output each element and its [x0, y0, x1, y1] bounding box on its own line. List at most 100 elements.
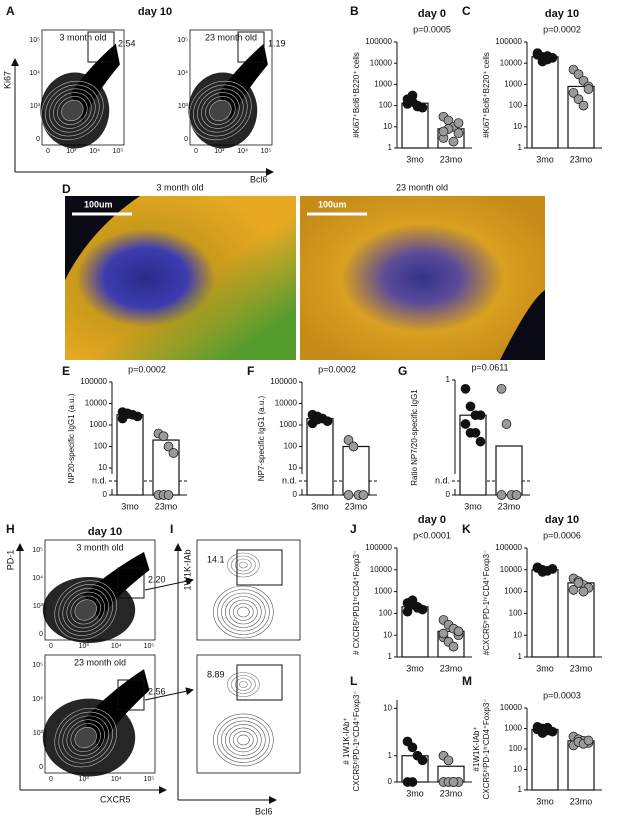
- contour: [74, 599, 97, 621]
- y-axis-label: NP7-specific IgG1 (a.u.): [257, 395, 266, 481]
- data-point: [438, 126, 449, 137]
- contour: [58, 711, 113, 764]
- data-point: [322, 416, 333, 427]
- y-tick-label: 1000: [279, 420, 297, 429]
- y-tick-label: 100000: [365, 37, 392, 46]
- data-point: [348, 441, 359, 452]
- y-tick-label: 10⁴: [29, 70, 40, 77]
- plot-label: 23 month old: [205, 32, 257, 42]
- panel-letter: G: [398, 364, 407, 378]
- y-tick-label: 0: [184, 136, 188, 143]
- contour: [70, 595, 101, 625]
- data-point: [407, 90, 418, 101]
- p-value: p=0.0002: [128, 364, 166, 374]
- y-tick-label: 1000: [504, 80, 522, 89]
- dots: [70, 43, 120, 122]
- panel-letter: I: [170, 522, 173, 536]
- data-point: [532, 48, 543, 58]
- gate: [237, 31, 265, 63]
- data-point: [448, 641, 459, 652]
- micrograph-edge: [500, 290, 545, 360]
- y-tick-label: 0: [446, 490, 451, 499]
- data-point: [168, 448, 179, 458]
- axis-label: Bcl6: [255, 806, 273, 816]
- p-value: p=0.0611: [471, 362, 508, 372]
- y-tick-label: 0: [36, 136, 40, 143]
- x-tick-label: 0: [46, 148, 50, 155]
- contour: [70, 723, 101, 752]
- y-tick-label: 10⁴: [32, 575, 43, 582]
- x-tick-label: 3mo: [406, 154, 424, 164]
- x-tick-label: 10³: [79, 776, 90, 783]
- y-tick-label: 10⁴: [177, 70, 188, 77]
- contour: [209, 99, 232, 122]
- contour: [213, 585, 274, 639]
- y-tick-label: 10⁴: [32, 696, 43, 703]
- x-tick-label: 10⁵: [113, 148, 124, 155]
- data-point: [547, 564, 558, 574]
- x-tick-label: 10⁴: [111, 776, 122, 783]
- contour: [205, 96, 236, 125]
- x-tick-label: 3mo: [536, 663, 554, 673]
- data-point: [475, 410, 486, 421]
- y-tick-label: 1000: [374, 80, 392, 89]
- chart-title: day 0: [418, 514, 446, 526]
- y-tick-label: 1: [446, 375, 451, 384]
- contour: [229, 599, 258, 625]
- contour: [54, 580, 117, 640]
- contour: [49, 88, 96, 133]
- data-point: [578, 100, 589, 111]
- contour: [239, 561, 248, 569]
- dots: [83, 669, 150, 750]
- contour: [54, 707, 117, 768]
- x-tick-label: 23mo: [440, 788, 463, 798]
- y-axis-label: #1W1K-IAb⁺: [472, 726, 481, 771]
- data-point: [460, 383, 471, 394]
- y-tick-label: 100: [94, 442, 108, 451]
- x-tick-label: 23mo: [440, 663, 463, 673]
- gate-value: 1.19: [268, 38, 286, 48]
- plot-label: 3 month old: [76, 542, 123, 552]
- bar: [531, 728, 559, 791]
- y-tick-label: 10: [513, 765, 522, 774]
- micrograph-edge: [65, 196, 140, 280]
- x-tick-label: 3mo: [464, 501, 482, 511]
- panel-letter: L: [350, 674, 357, 688]
- gate: [236, 664, 283, 701]
- x-tick-label: 3mo: [536, 796, 554, 806]
- x-tick-label: 10⁴: [89, 148, 100, 155]
- x-tick-label: 23mo: [498, 501, 521, 511]
- contour: [231, 555, 256, 575]
- x-tick-label: 23mo: [570, 663, 593, 673]
- panel-letter: K: [462, 522, 471, 536]
- gate: [236, 549, 283, 586]
- x-tick-label: 23mo: [155, 501, 178, 511]
- data-point: [453, 118, 464, 128]
- bar: [531, 56, 559, 149]
- contour: [227, 552, 260, 578]
- data-point: [163, 441, 174, 452]
- data-point: [573, 578, 584, 588]
- x-tick-label: 0: [49, 643, 53, 650]
- x-tick-label: 3mo: [121, 501, 139, 511]
- y-tick-label: 10000: [370, 565, 393, 574]
- data-point: [501, 419, 512, 429]
- contour: [61, 99, 84, 122]
- y-tick-label: 10000: [85, 399, 108, 408]
- panel-letter: F: [247, 364, 254, 378]
- y-tick-label: 10⁵: [32, 662, 43, 669]
- data-point: [407, 777, 418, 787]
- data-point: [448, 777, 459, 787]
- data-point: [343, 435, 354, 445]
- data-point: [496, 383, 507, 394]
- y-tick-label: 10⁵: [29, 37, 40, 44]
- data-point: [453, 626, 464, 637]
- y-tick-label: 1: [518, 143, 523, 152]
- contour: [221, 592, 266, 632]
- contour: [41, 80, 104, 141]
- contour: [237, 734, 250, 746]
- data-point: [573, 69, 584, 80]
- y-tick-label: 10000: [500, 565, 523, 574]
- panel-letter: C: [462, 4, 471, 18]
- nd-label: n.d.: [92, 475, 107, 485]
